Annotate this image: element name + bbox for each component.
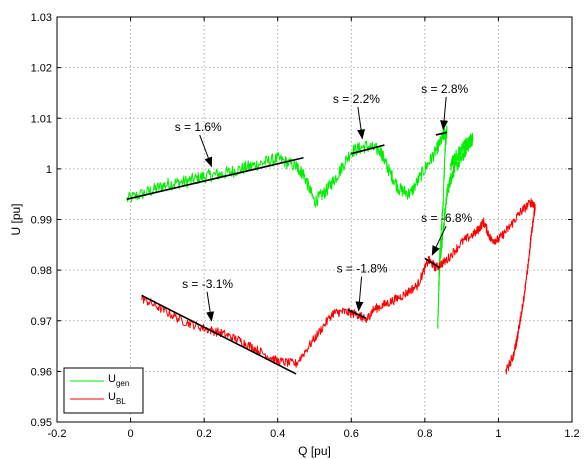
y-tick-label: 1.03 (31, 12, 52, 24)
annotation-label: s = 2.8% (421, 82, 468, 96)
y-tick-label: 0.96 (31, 366, 52, 378)
x-tick-label: 1 (495, 428, 501, 440)
grid (57, 17, 572, 422)
legend: Ugen UBL (63, 367, 144, 414)
fit-line (351, 144, 385, 155)
fit-lines (126, 131, 448, 375)
fit-line (141, 294, 297, 375)
annotation-label: s = -6.8% (421, 211, 472, 225)
x-tick-label: 0.6 (344, 428, 359, 440)
x-tick-label: -0.2 (48, 428, 67, 440)
annotation-label: s = -1.8% (337, 262, 388, 276)
x-axis-label: Q [pu] (298, 444, 331, 458)
y-tick-label: 1 (46, 164, 52, 176)
x-tick-label: 1.2 (564, 428, 579, 440)
x-tick-label: 0.2 (196, 428, 211, 440)
y-tick-label: 0.97 (31, 316, 52, 328)
x-tick-label: 0.8 (417, 428, 432, 440)
y-tick-label: 1.02 (31, 63, 52, 75)
annotations: s = 1.6% s = 2.2% s = 2.8% s = -6.8% s = -1.… (175, 82, 473, 322)
annotation-arrow (199, 134, 213, 168)
fit-line (347, 308, 367, 319)
annotation-arrow (357, 106, 366, 140)
annotation-arrow (431, 225, 447, 256)
y-axis-label: U [pu] (9, 203, 23, 235)
fit-line (126, 156, 304, 201)
annotation-arrow (355, 276, 364, 312)
series-line-u-gen (126, 125, 474, 329)
legend-label-u-bl: UBL (108, 391, 126, 406)
ticks: -0.2 0 0.2 0.4 0.6 0.8 1 1.2 0.95 0.96 0.97 0.98 0.9… (31, 12, 580, 440)
annotation-label: s = -3.1% (182, 277, 233, 291)
y-tick-label: 0.95 (31, 417, 52, 429)
x-tick-label: 0 (128, 428, 134, 440)
y-tick-label: 0.99 (31, 215, 52, 227)
series-line-u-bl (141, 198, 536, 375)
annotation-label: s = 1.6% (175, 120, 222, 134)
series-layer (126, 125, 536, 375)
y-tick-label: 1.01 (31, 113, 52, 125)
x-tick-label: 0.4 (270, 428, 285, 440)
annotation-arrow (440, 96, 449, 131)
legend-box (63, 367, 144, 414)
legend-label-u-gen: Ugen (108, 373, 129, 388)
fit-line (435, 131, 448, 136)
fit-line (424, 257, 440, 269)
annotation-label: s = 2.2% (333, 92, 380, 106)
annotation-arrow (206, 291, 215, 322)
y-tick-label: 0.98 (31, 265, 52, 277)
